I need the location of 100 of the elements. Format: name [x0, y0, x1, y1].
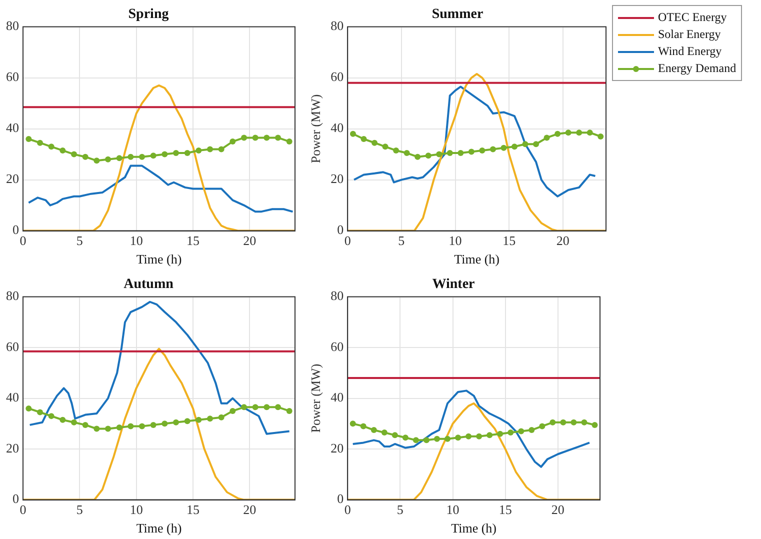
y-tick-label: 40: [330, 390, 344, 405]
point: [360, 136, 367, 142]
point: [128, 423, 134, 430]
y-tick-label: 40: [6, 390, 19, 405]
point: [264, 404, 270, 410]
point: [360, 423, 366, 430]
legend-label: Energy Demand: [658, 60, 736, 77]
point: [508, 430, 514, 436]
x-axis-title: Time (h): [454, 252, 500, 267]
x-tick-label: 10: [446, 502, 460, 518]
point: [60, 416, 66, 423]
point: [252, 404, 258, 410]
point: [105, 426, 111, 432]
point: [184, 418, 190, 424]
point: [196, 416, 202, 423]
point: [581, 419, 588, 426]
point: [370, 427, 377, 434]
point: [116, 424, 122, 430]
point: [402, 434, 408, 441]
x-tick-label: 20: [556, 233, 570, 248]
point: [560, 419, 566, 426]
x-tick-label: 5: [396, 502, 404, 518]
point: [241, 134, 247, 141]
point: [392, 432, 398, 438]
point: [576, 130, 582, 136]
point: [381, 430, 388, 436]
point: [275, 404, 281, 410]
point: [82, 154, 88, 160]
chart-title: Spring: [128, 7, 169, 22]
point: [48, 144, 54, 150]
x-tick-label: 15: [186, 233, 200, 248]
point: [139, 154, 145, 160]
point: [162, 420, 168, 427]
x-tick-label: 20: [551, 502, 564, 518]
point: [486, 432, 493, 438]
point: [218, 414, 224, 420]
point: [500, 144, 507, 151]
point: [71, 151, 77, 158]
y-tick-label: 80: [6, 18, 19, 34]
point: [533, 141, 540, 148]
y-axis-title: Power (MW): [308, 94, 324, 164]
x-tick-label: 5: [76, 502, 83, 518]
x-axis-title: Time (h): [136, 520, 182, 536]
point: [26, 136, 32, 142]
y-tick-label: 20: [6, 440, 19, 456]
point: [511, 144, 518, 150]
point: [414, 154, 421, 160]
point: [570, 419, 577, 426]
point: [412, 437, 419, 444]
chart-title: Summer: [432, 7, 484, 22]
point: [94, 426, 100, 432]
legend-label: OTEC Energy: [658, 9, 727, 26]
point: [116, 155, 122, 162]
point: [82, 422, 88, 428]
point: [173, 419, 179, 426]
point: [196, 147, 202, 154]
point: [425, 152, 432, 159]
point: [544, 134, 550, 141]
y-tick-label: 0: [337, 491, 344, 506]
point: [275, 134, 281, 141]
point: [241, 404, 247, 410]
point: [162, 151, 168, 158]
point: [539, 423, 546, 430]
point: [184, 150, 190, 156]
point: [466, 433, 472, 440]
y-tick-label: 60: [6, 69, 19, 84]
point: [150, 422, 156, 428]
point: [550, 419, 556, 426]
point: [404, 150, 410, 156]
point: [207, 416, 213, 422]
y-axis-title: Power (MW): [308, 364, 324, 433]
y-tick-label: 0: [337, 222, 344, 238]
x-tick-label: 10: [130, 233, 143, 248]
point: [218, 146, 224, 152]
x-tick-label: 5: [76, 233, 83, 248]
point: [444, 436, 451, 442]
point: [252, 134, 258, 141]
point: [586, 130, 593, 136]
legend-label: Wind Energy: [658, 43, 722, 60]
point: [230, 408, 236, 414]
x-tick-label: 15: [502, 233, 516, 248]
chart-title: Autumn: [124, 277, 174, 292]
point: [522, 141, 528, 148]
point: [458, 150, 464, 156]
x-axis-title: Time (h): [451, 520, 496, 536]
y-tick-label: 80: [6, 288, 19, 304]
point: [565, 130, 572, 136]
point: [230, 138, 236, 145]
point: [446, 150, 453, 156]
point: [286, 408, 292, 414]
point: [528, 427, 535, 434]
point: [105, 156, 111, 162]
point: [350, 130, 356, 137]
point: [264, 134, 270, 141]
y-tick-label: 80: [330, 288, 344, 304]
point: [26, 405, 32, 412]
point: [436, 151, 442, 158]
y-tick-label: 40: [6, 120, 19, 136]
point: [48, 413, 54, 420]
point: [518, 428, 524, 434]
